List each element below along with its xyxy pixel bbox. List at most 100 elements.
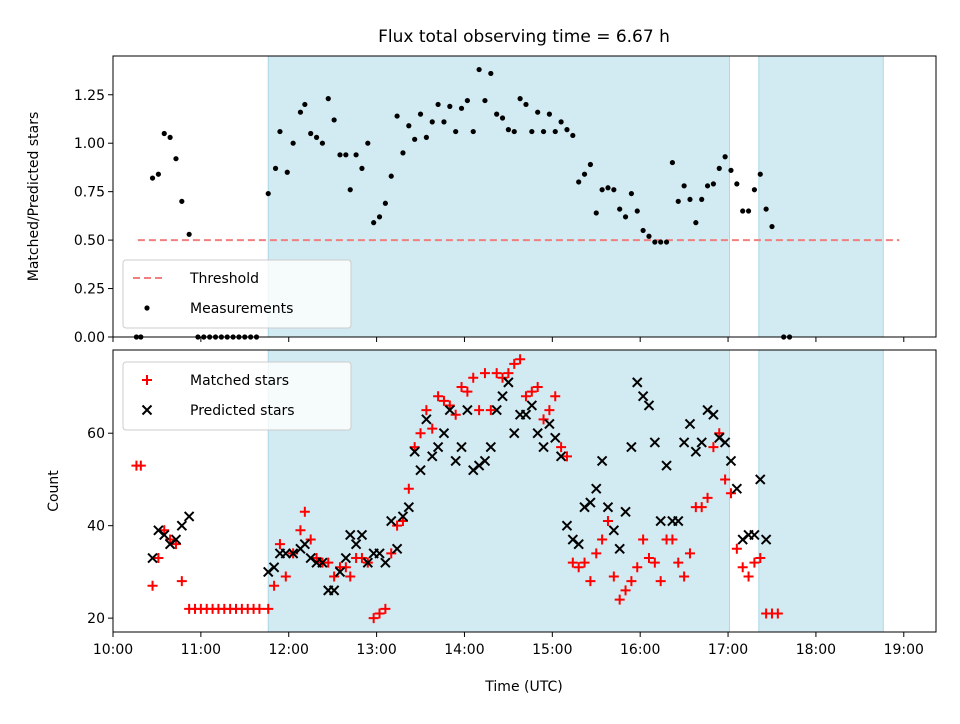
- matched-stars-point: [456, 381, 467, 392]
- matched-stars-point: [532, 381, 543, 392]
- matched-stars-point: [602, 516, 613, 527]
- measurement-point: [488, 70, 494, 77]
- matched-stars-point: [374, 608, 385, 619]
- measurement-point: [161, 130, 167, 137]
- matched-stars-point: [743, 571, 754, 582]
- predicted-stars-point: [573, 538, 584, 550]
- predicted-stars-point: [380, 557, 391, 568]
- predicted-stars-point: [479, 455, 491, 467]
- measurement-point: [435, 101, 441, 108]
- measurement-point: [359, 165, 365, 171]
- x-tick-label: 11:00: [181, 642, 221, 658]
- matched-stars-point: [655, 576, 666, 587]
- measurement-point: [313, 134, 320, 140]
- matched-stars-point: [340, 562, 351, 573]
- matched-stars-point: [345, 571, 356, 582]
- matched-stars-point: [526, 386, 537, 397]
- matched-stars-point: [708, 442, 719, 453]
- measurement-point: [400, 150, 406, 156]
- predicted-stars-point: [649, 437, 661, 448]
- predicted-stars-point: [374, 548, 385, 559]
- matched-stars-point: [725, 488, 736, 499]
- measurement-point: [646, 233, 652, 239]
- matched-stars-point: [503, 368, 514, 379]
- measurement-point: [412, 136, 418, 142]
- matched-stars-point: [254, 603, 265, 614]
- measurement-point: [728, 167, 734, 173]
- measurement-point: [763, 206, 769, 212]
- matched-stars-point: [280, 571, 291, 582]
- x-tick-label: 19:00: [884, 642, 924, 658]
- matched-stars-point: [520, 391, 531, 402]
- y-tick-label: 0.25: [74, 282, 105, 298]
- predicted-stars-point: [362, 557, 374, 568]
- predicted-stars-point: [340, 552, 352, 564]
- legend-label: Threshold: [189, 271, 259, 287]
- axes-frame: [112, 55, 937, 338]
- measurement-point: [540, 128, 547, 135]
- matched-stars-point: [702, 492, 713, 503]
- matched-stars-point: [147, 580, 158, 591]
- predicted-stars-point: [696, 437, 707, 448]
- measurement-point: [622, 214, 629, 220]
- matched-stars-point: [485, 405, 496, 416]
- measurement-point: [277, 128, 283, 135]
- measurement-point: [388, 173, 394, 179]
- matched-stars-point: [274, 539, 285, 550]
- matched-stars-point: [591, 548, 602, 559]
- measurement-point: [476, 66, 482, 73]
- predicted-stars-point: [591, 483, 602, 494]
- measurement-point: [687, 196, 693, 203]
- measurement-point: [499, 115, 506, 121]
- measurement-point: [376, 214, 383, 220]
- measurement-point: [179, 198, 185, 204]
- measurement-point: [453, 128, 459, 135]
- matched-stars-point: [579, 557, 590, 568]
- matched-stars-point: [380, 603, 391, 614]
- predicted-stars-point: [608, 525, 620, 536]
- y-axis-label: Count: [46, 470, 62, 512]
- predicted-stars-point: [755, 474, 766, 485]
- matched-stars-point: [462, 386, 473, 397]
- matched-stars-point: [643, 553, 654, 564]
- measurement-point: [265, 190, 271, 197]
- measurement-point: [546, 111, 552, 117]
- predicted-stars-point: [673, 515, 684, 527]
- predicted-stars-point: [731, 483, 743, 494]
- predicted-stars-point: [438, 428, 450, 439]
- measurement-point: [308, 130, 314, 137]
- matched-stars-point: [299, 506, 310, 517]
- measurement-point: [365, 140, 371, 146]
- measurement-point: [605, 185, 611, 191]
- predicted-stars-point: [684, 418, 696, 430]
- predicted-stars-point: [421, 414, 432, 425]
- matched-stars-point: [696, 502, 707, 513]
- measurement-point: [394, 113, 400, 119]
- measurement-point: [406, 123, 412, 129]
- predicted-stars-point: [403, 501, 415, 513]
- predicted-stars-point: [690, 446, 702, 457]
- matched-stars-point: [608, 571, 619, 582]
- predicted-stars-point: [602, 501, 614, 513]
- matched-stars-point: [638, 534, 649, 545]
- predicted-stars-point: [345, 529, 356, 541]
- matched-stars-point: [403, 483, 414, 494]
- predicted-stars-point: [678, 437, 690, 448]
- predicted-stars-point: [538, 441, 549, 453]
- measurement-point: [675, 198, 681, 204]
- matched-stars-point: [614, 594, 625, 605]
- measurement-point: [663, 239, 670, 245]
- measurement-point: [658, 239, 664, 245]
- matched-stars-point: [450, 409, 461, 420]
- matched-stars-point: [538, 414, 549, 425]
- legend-box: [122, 361, 352, 431]
- measurement-point: [423, 134, 429, 140]
- y-tick-label: 40: [87, 519, 105, 535]
- predicted-stars-point: [328, 585, 340, 596]
- predicted-stars-point: [526, 400, 538, 411]
- predicted-stars-point: [444, 404, 456, 416]
- matched-stars-point: [153, 553, 164, 564]
- predicted-stars-point: [561, 520, 573, 531]
- measurement-point: [343, 152, 349, 158]
